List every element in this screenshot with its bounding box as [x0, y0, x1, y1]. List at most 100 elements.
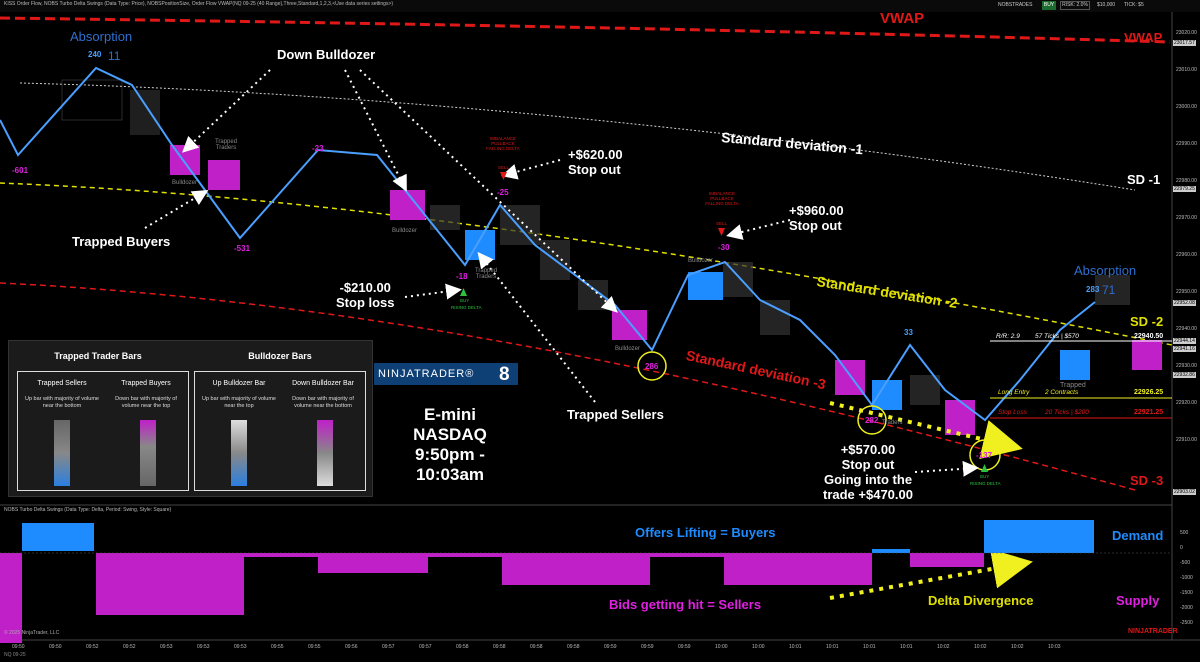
- contracts-label: 2 Contracts: [1045, 389, 1079, 396]
- time-tick-label: 10:01: [789, 644, 802, 650]
- trapped-traders-label-2: Trapped Traders: [474, 268, 498, 280]
- sell-signal-icon-2: [718, 228, 725, 236]
- indicator-tick-label: -2500: [1180, 620, 1193, 626]
- bulldozer-bars-box: Up Bulldozer Bar Down Bulldozer Bar Up b…: [194, 371, 366, 491]
- price-tick-label: 22980.00: [1176, 178, 1197, 184]
- stop-ticks-label: 20 Ticks | $200: [1045, 409, 1089, 416]
- up-bulldozer-heading: Up Bulldozer Bar: [212, 380, 266, 387]
- bulldozer-label-4: Bulldozer: [688, 258, 714, 264]
- trapped-buyers-heading: Trapped Buyers: [121, 380, 171, 387]
- swing-137: -137: [976, 451, 993, 460]
- price-marker: 23017.57: [1173, 40, 1196, 46]
- price-tick-label: 22950.00: [1176, 289, 1197, 295]
- trapped-buyers-bar-sample: [140, 420, 156, 486]
- swing-286: 286: [645, 362, 659, 371]
- buy-button[interactable]: BUY: [1042, 1, 1056, 10]
- trade4-note-2: trade +$470.00: [823, 487, 913, 502]
- swing-zigzag-line: [0, 66, 1096, 422]
- sell-label-1: SELL: [498, 165, 510, 170]
- time-tick-label: 10:02: [937, 644, 950, 650]
- time-tick-label: 10:02: [974, 644, 987, 650]
- trapped-buyers-label: Trapped Buyers: [72, 234, 171, 249]
- indicator-tick-label: 500: [1180, 530, 1189, 536]
- bids-hit-label: Bids getting hit = Sellers: [609, 597, 762, 612]
- time-tick-label: 09:58: [493, 644, 506, 650]
- swing-283: 283: [1086, 285, 1100, 294]
- time-tick-label: 10:03: [1048, 644, 1061, 650]
- trapped-sellers-heading: Trapped Sellers: [37, 380, 87, 387]
- indicator-tick-label: 0: [1180, 545, 1183, 551]
- stop-loss-label: Stop Loss: [998, 409, 1027, 416]
- trade3-amount: -$210.00: [339, 280, 391, 295]
- risk-button[interactable]: RISK: 2.0%: [1060, 1, 1090, 10]
- swing-71: 71: [1102, 283, 1116, 297]
- time-tick-label: 09:52: [86, 644, 99, 650]
- price-marker: 22903.02: [1173, 489, 1196, 495]
- session-instrument: E-mini: [424, 405, 476, 424]
- trade3-status: Stop loss: [336, 295, 395, 310]
- session-time: 9:50pm - 10:03am: [415, 445, 485, 484]
- trade1-pnl: +$620.00 Stop out: [568, 147, 623, 177]
- account-selector[interactable]: NOBSTRADES: [998, 2, 1033, 8]
- entry-price: 22926.25: [1134, 389, 1164, 396]
- price-marker: 22944.14: [1173, 338, 1196, 344]
- rising-delta-label-1: RISING DELTA: [451, 305, 482, 310]
- swing-601: -601: [12, 166, 29, 175]
- bulldozer-label-3: Bulldozer: [615, 346, 641, 352]
- trade2-pnl: +$960.00 Stop out: [789, 203, 844, 233]
- price-marker: 22932.86: [1173, 372, 1196, 378]
- offers-lifting-label: Offers Lifting = Buyers: [635, 525, 776, 540]
- trapped-traders-label-1: Trapped Traders: [214, 139, 238, 151]
- absorption-label-left: Absorption: [70, 29, 133, 44]
- down-bulldozer-heading: Down Bulldozer Bar: [292, 380, 354, 387]
- time-tick-label: 09:58: [567, 644, 580, 650]
- time-tick-label: 09:50: [49, 644, 62, 650]
- time-tick-label: 09:55: [271, 644, 284, 650]
- bulldozer-label-2: Bulldozer: [392, 228, 418, 234]
- sell-signal-icon-1: [500, 172, 507, 180]
- trade1-amount: +$620.00: [568, 147, 623, 162]
- price-tick-label: 22920.00: [1176, 400, 1197, 406]
- time-tick-label: 09:50: [12, 644, 25, 650]
- swing-25: -25: [497, 188, 509, 197]
- up-bulldozer-bar-sample: [231, 420, 247, 486]
- swing-240: 240: [88, 50, 102, 59]
- trade4-note-1: Going into the: [823, 472, 913, 487]
- swing-282: 282: [865, 416, 879, 425]
- supply-label: Supply: [1116, 593, 1160, 608]
- time-tick-label: 09:59: [604, 644, 617, 650]
- swing-11: 11: [108, 49, 121, 63]
- stop-price: 22921.25: [1134, 409, 1164, 416]
- price-tick-label: 22970.00: [1176, 215, 1197, 221]
- price-tick-label: 22940.00: [1176, 326, 1197, 332]
- account-value: $10,000: [1097, 2, 1116, 8]
- time-tick-label: 10:00: [752, 644, 765, 650]
- instrument-label: NQ 09-25: [4, 652, 26, 658]
- ninjatrader-logo: NINJATRADER® 8: [374, 363, 518, 385]
- trade4-amount: +$570.00: [840, 442, 896, 457]
- time-tick-label: 09:52: [123, 644, 136, 650]
- trapped-bars-box: Trapped Sellers Trapped Buyers Up bar wi…: [17, 371, 189, 491]
- trapped-sellers-label: Trapped Sellers: [567, 407, 664, 422]
- time-tick-label: 10:01: [863, 644, 876, 650]
- indicator-tick-label: -1500: [1180, 590, 1193, 596]
- price-marker: 22952.08: [1173, 300, 1196, 306]
- legend-panel: Trapped Trader Bars Bulldozer Bars Trapp…: [8, 340, 373, 497]
- time-tick-label: 09:53: [160, 644, 173, 650]
- delta-bars: [0, 520, 1094, 643]
- price-marker: 22979.25: [1173, 186, 1196, 192]
- window-title: KISS Order Flow, NOBS Turbo Delta Swings…: [4, 1, 394, 7]
- absorption-circle-286: [637, 351, 667, 381]
- session-info: E-mini NASDAQ 9:50pm - 10:03am: [380, 405, 520, 485]
- buy-label-1: BUY: [460, 298, 470, 303]
- buy-signal-icon-1: [460, 288, 467, 296]
- time-tick-label: 09:53: [197, 644, 210, 650]
- time-tick-label: 09:58: [530, 644, 543, 650]
- trapped-buyers-desc: Down bar with majority of volume near th…: [115, 396, 177, 409]
- price-tick-label: 22960.00: [1176, 252, 1197, 258]
- time-tick-label: 10:01: [900, 644, 913, 650]
- price-tick-label: 23000.00: [1176, 104, 1197, 110]
- trade4-pnl: +$570.00 Stop out Going into the trade +…: [808, 442, 928, 502]
- swing-531: -531: [234, 244, 251, 253]
